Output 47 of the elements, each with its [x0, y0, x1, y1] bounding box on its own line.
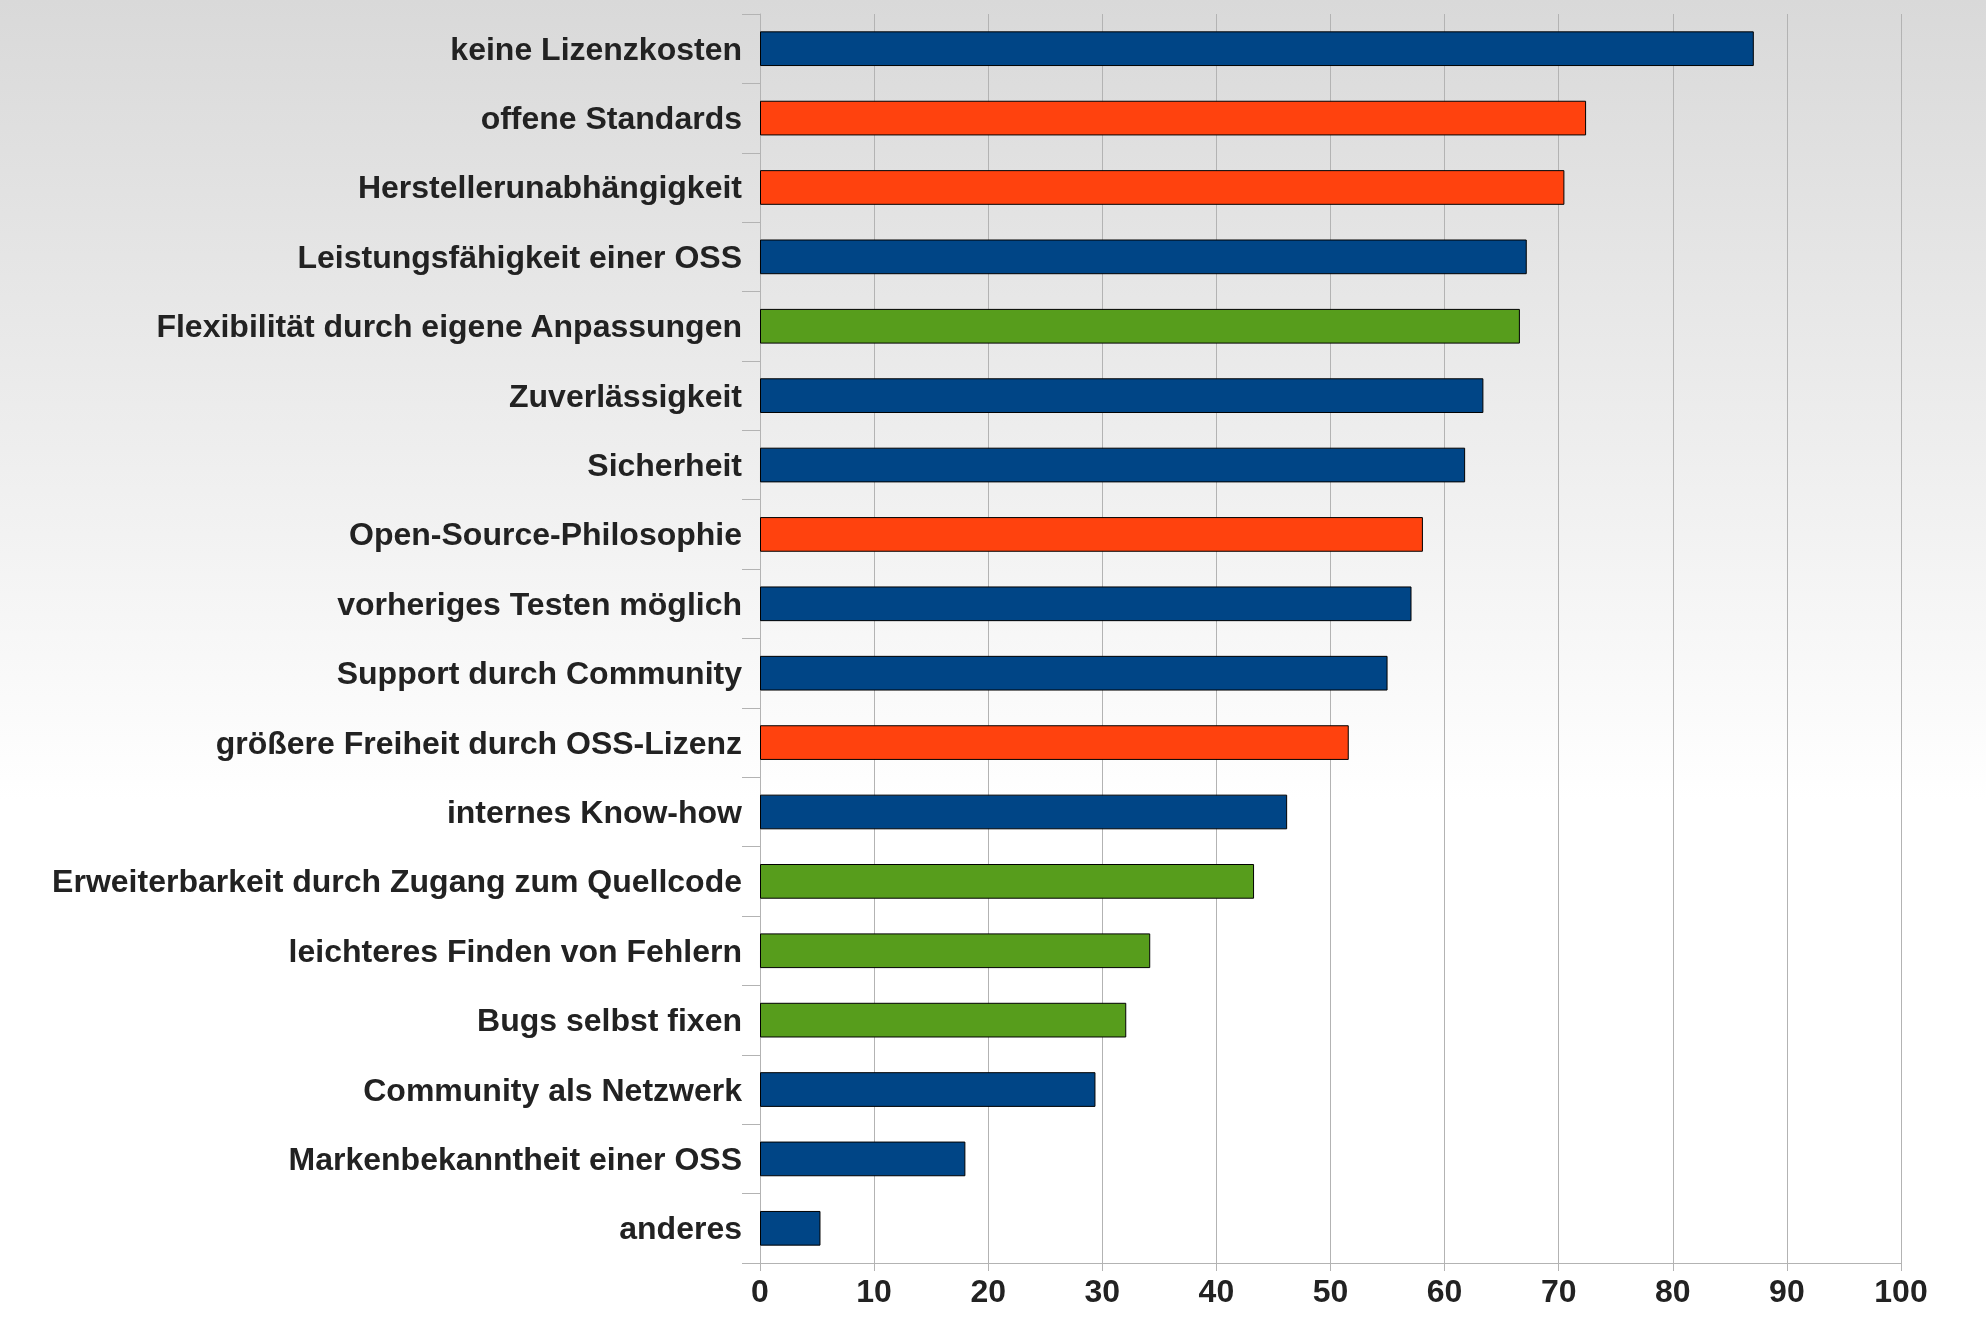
x-tick-label: 30 [1084, 1273, 1121, 1309]
x-tick-label: 20 [970, 1273, 1006, 1309]
x-tick-label: 100 [1874, 1273, 1928, 1309]
bar [760, 308, 1520, 344]
y-tick-label: keine Lizenzkosten [450, 30, 742, 67]
bar [760, 100, 1587, 136]
bar [760, 239, 1527, 275]
y-tick-label: internes Know-how [446, 793, 743, 830]
y-tick-label: vorheriges Testen möglich [337, 585, 742, 622]
bar [760, 933, 1151, 969]
y-tick-label: Support durch Community [336, 655, 743, 692]
bar [760, 794, 1288, 830]
x-tick-label: 70 [1540, 1273, 1577, 1309]
bar [760, 725, 1349, 760]
y-tick-label: Sicherheit [587, 447, 743, 484]
bar [760, 517, 1423, 552]
bar [760, 31, 1754, 67]
y-tick-label: Community als Netzwerk [363, 1071, 743, 1108]
x-tick-label: 40 [1198, 1273, 1235, 1309]
bar [760, 864, 1255, 899]
bar [760, 170, 1565, 205]
bar [760, 655, 1388, 691]
x-tick-label: 50 [1312, 1273, 1349, 1309]
y-tick-label: Erweiterbarkeit durch Zugang zum Quellcode [52, 863, 742, 900]
y-tick-label: Herstellerunabhängigkeit [357, 169, 743, 206]
y-tick-label: offene Standards [480, 100, 742, 137]
y-tick-label: leichteres Finden von Fehlern [288, 932, 742, 969]
bar [760, 447, 1466, 483]
x-tick-label: 60 [1426, 1273, 1463, 1309]
y-tick-label: anderes [619, 1210, 742, 1247]
bar [760, 1072, 1096, 1107]
y-tick-label: größere Freiheit durch OSS-Lizenz [215, 724, 742, 761]
y-tick-label: Markenbekanntheit einer OSS [288, 1140, 742, 1177]
y-tick-label: Bugs selbst fixen [477, 1002, 742, 1039]
x-tick-label: 0 [751, 1273, 769, 1309]
bar [760, 586, 1412, 622]
y-tick-label: Leistungsfähigkeit einer OSS [297, 238, 742, 275]
y-tick-label: Zuverlässigkeit [509, 377, 743, 414]
bar [760, 378, 1484, 413]
bar [760, 1002, 1127, 1038]
x-tick-label: 80 [1655, 1273, 1691, 1309]
x-tick-label: 90 [1769, 1273, 1805, 1309]
bar [760, 1210, 821, 1246]
y-tick-label: Open-Source-Philosophie [349, 516, 742, 553]
x-tick-label: 10 [856, 1273, 892, 1309]
y-tick-label: Flexibilität durch eigene Anpassungen [156, 308, 742, 345]
bar [760, 1141, 966, 1177]
